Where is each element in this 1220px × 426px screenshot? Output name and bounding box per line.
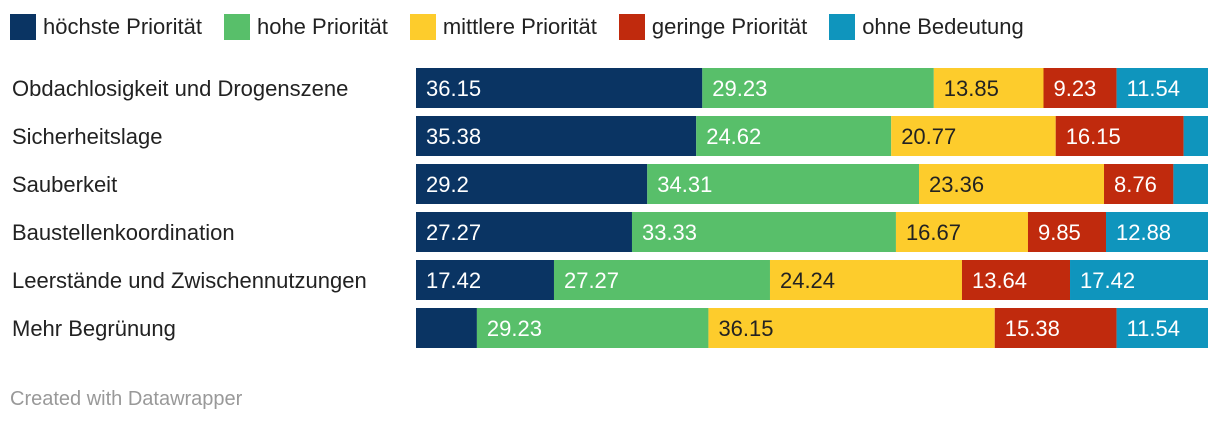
data-label: 34.31 <box>657 172 712 197</box>
bar-segment-hoechste-prioritaet <box>416 68 703 108</box>
credit-text: Created with Datawrapper <box>10 388 243 410</box>
data-label: 27.27 <box>426 220 481 245</box>
legend-swatch <box>618 14 645 40</box>
legend-swatch <box>829 14 856 40</box>
data-label: 20.77 <box>901 124 956 149</box>
bar-segment-mittlere-prioritaet <box>919 164 1105 204</box>
bar-segment-hoechste-prioritaet <box>416 260 554 300</box>
data-label: 9.23 <box>1054 76 1097 101</box>
category-label: Sauberkeit <box>12 172 117 197</box>
category-label: Leerstände und Zwischennutzungen <box>12 268 367 293</box>
bar-row-leerstaende-und-zwischennutzungen: Leerstände und Zwischennutzungen 17.42 27.… <box>12 260 1208 300</box>
bar-segment-hoechste-prioritaet <box>416 308 477 348</box>
legend-label: höchste Priorität <box>43 14 202 39</box>
data-label: 11.54 <box>1127 76 1180 101</box>
data-label: 33.33 <box>642 220 697 245</box>
category-label: Sicherheitslage <box>12 124 162 149</box>
bar-segment-ohne-bedeutung <box>1173 164 1208 204</box>
data-label: 12.88 <box>1116 220 1171 245</box>
bar-segment-geringe-prioritaet <box>961 260 1071 300</box>
legend-item-mittlere-prioritaet: mittlere Priorität <box>409 14 597 40</box>
bar-segment-mittlere-prioritaet <box>708 308 995 348</box>
data-label: 24.24 <box>780 268 835 293</box>
legend-item-ohne-bedeutung: ohne Bedeutung <box>829 14 1024 40</box>
data-label: 16.67 <box>906 220 961 245</box>
bar-segment-ohne-bedeutung <box>1070 260 1208 300</box>
legend-swatch <box>223 14 250 40</box>
bar-segment-geringe-prioritaet <box>1104 164 1174 204</box>
bar-segment-mittlere-prioritaet <box>891 116 1056 156</box>
bar-segment-mittlere-prioritaet <box>895 212 1028 252</box>
legend-swatch <box>10 14 36 40</box>
legend-label: hohe Priorität <box>256 14 388 39</box>
data-label: 36.15 <box>426 76 481 101</box>
bar-row-baustellenkoordination: Baustellenkoordination 27.27 33.33 16.67 9.8… <box>12 212 1208 252</box>
data-label: 16.15 <box>1066 124 1121 149</box>
legend-item-hoechste-prioritaet: höchste Priorität <box>10 14 202 40</box>
data-label: 29.23 <box>712 76 767 101</box>
data-label: 9.85 <box>1038 220 1081 245</box>
data-label: 29.23 <box>487 316 542 341</box>
bar-segment-geringe-prioritaet <box>1043 68 1117 108</box>
data-label: 27.27 <box>564 268 619 293</box>
legend-swatch <box>409 14 436 40</box>
bar-row-sicherheitslage: Sicherheitslage 35.38 24.62 20.77 16.15 <box>12 116 1208 156</box>
bar-row-obdachlosigkeit-und-drogenszene: Obdachlosigkeit und Drogenszene 36.15 29.2… <box>12 68 1208 108</box>
bar-row-mehr-begruenung: Mehr Begrünung 29.23 36.15 15.38 11.54 <box>12 308 1208 348</box>
data-label: 36.15 <box>718 316 773 341</box>
category-label: Baustellenkoordination <box>12 220 235 245</box>
bar-segment-ohne-bedeutung <box>1116 308 1208 348</box>
bar-segment-geringe-prioritaet <box>1027 212 1106 252</box>
data-label: 11.54 <box>1127 316 1180 341</box>
legend-label: ohne Bedeutung <box>862 14 1024 39</box>
category-label: Obdachlosigkeit und Drogenszene <box>12 76 348 101</box>
bar-segment-mittlere-prioritaet <box>769 260 962 300</box>
data-label: 13.64 <box>972 268 1027 293</box>
data-label: 13.85 <box>944 76 999 101</box>
data-label: 29.2 <box>426 172 469 197</box>
bar-segment-hoechste-prioritaet <box>416 212 632 252</box>
bar-segment-hohe-prioritaet <box>631 212 896 252</box>
data-label: 24.62 <box>706 124 761 149</box>
data-label: 15.38 <box>1005 316 1060 341</box>
bar-segment-geringe-prioritaet <box>994 308 1117 348</box>
legend-item-hohe-prioritaet: hohe Priorität <box>223 14 388 40</box>
bar-segment-hoechste-prioritaet <box>416 164 648 204</box>
bar-row-sauberkeit: Sauberkeit 29.2 34.31 23.36 8.76 <box>12 164 1208 204</box>
legend-label: geringe Priorität <box>651 14 808 39</box>
bar-segment-ohne-bedeutung <box>1183 116 1208 156</box>
data-label: 8.76 <box>1114 172 1157 197</box>
legend-item-geringe-prioritaet: geringe Priorität <box>618 14 808 40</box>
bar-segment-ohne-bedeutung <box>1105 212 1208 252</box>
bar-segment-hohe-prioritaet <box>476 308 709 348</box>
data-label: 23.36 <box>929 172 984 197</box>
data-label: 35.38 <box>426 124 481 149</box>
bar-segment-hohe-prioritaet <box>696 116 892 156</box>
data-label: 17.42 <box>426 268 481 293</box>
bar-segment-hohe-prioritaet <box>702 68 934 108</box>
legend-label: mittlere Priorität <box>442 14 597 39</box>
bar-segment-hohe-prioritaet <box>553 260 770 300</box>
bar-segment-hoechste-prioritaet <box>416 116 697 156</box>
category-label: Mehr Begrünung <box>12 316 176 341</box>
data-label: 17.42 <box>1080 268 1135 293</box>
bar-segment-hohe-prioritaet <box>647 164 919 204</box>
bar-segment-ohne-bedeutung <box>1116 68 1208 108</box>
legend: höchste Priorität hohe Priorität mittlere … <box>10 10 1046 44</box>
bar-segment-mittlere-prioritaet <box>933 68 1044 108</box>
bar-segment-geringe-prioritaet <box>1055 116 1184 156</box>
